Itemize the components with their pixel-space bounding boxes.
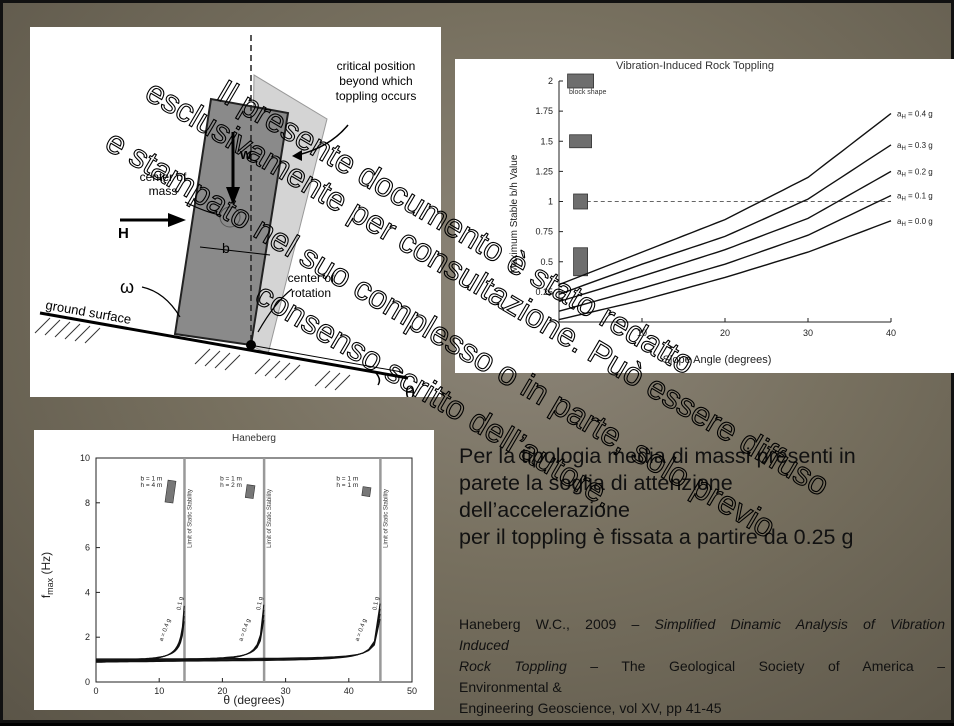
chart2-title: Haneberg [232,433,276,444]
reference-line-3: Rock Toppling – The Geological Society o… [459,658,945,674]
center-of-rotation-label-1: center of [288,271,335,285]
chart1-y-tick-label: 1.25 [535,166,553,176]
chart2-curve [96,618,381,660]
omega-label: ω [120,277,134,297]
chart2-curve [96,613,381,661]
b-label: b [222,240,230,256]
chart1-series-label: aH = 0.1 g [897,191,933,202]
chart1-series-label: aH = 0.2 g [897,167,933,178]
chart2-x-tick-label: 50 [407,686,417,696]
chart1-series-line [558,170,892,303]
chart2-curve [96,603,381,662]
chart2-y-tick-label: 2 [85,632,90,642]
chart2-xlabel: θ (degrees) [223,693,284,707]
chart1-y-tick-label: 2 [548,76,553,86]
chart1-x-tick-label: 10 [637,328,647,338]
w-label: w [239,146,252,163]
chart1-y-tick-label: 0.75 [535,227,553,237]
chart2-curve-label-bottom: 0.1 g [177,596,185,610]
haneberg-chart: Haneberg fmax (Hz) θ (degrees) 0 2 4 6 8 10 0 1… [34,430,434,710]
center-of-mass-label-2: mass [149,184,178,198]
chart1-series-label: aH = 0.4 g [897,110,933,121]
chart1-y-tick-label: 0.25 [535,287,553,297]
toppling-bh-chart: Vibration-Induced Rock Toppling block sh… [455,59,954,373]
body-line: dell’accelerazione [459,498,630,522]
chart2-limit-label: Limit of Static Stability [383,489,389,548]
chart2-curve-label-bottom: 0.1 g [256,596,264,610]
body-text: Per la tipologia media di massi presenti… [459,443,939,551]
chart1-x-tick-label: 20 [720,328,730,338]
chart2-x-tick-label: 20 [217,686,227,696]
chart1-block-shape [573,247,588,277]
reference: Haneberg W.C., 2009 – Simplified Dinamic… [459,614,945,719]
chart2-y-tick-label: 6 [85,543,90,553]
h-force-label: H [118,225,129,242]
reference-line-5: Engineering Geoscience, vol XV, pp 41-45 [459,700,722,716]
chart1-series-line [558,194,892,312]
chart1-y-tick-label: 1.5 [540,136,553,146]
center-of-mass-label-1: center of [140,170,187,184]
chart2-x-tick-label: 40 [344,686,354,696]
chart2-ylabel: fmax (Hz) [39,552,55,598]
chart1-ylabel: Maximum Stable b/h Value [509,154,520,273]
chart2-group-b-label: b = 1 m [336,475,358,482]
chart2-x-tick-label: 0 [93,686,98,696]
toppling-diagram: critical position beyond which toppling … [30,27,441,397]
chart2-x-tick-label: 30 [281,686,291,696]
reference-line-2: Induced [459,637,509,653]
chart2-x-tick-label: 10 [154,686,164,696]
chart2-curve [96,609,265,662]
chart2-group-b-label: b = 1 m [140,475,162,482]
body-line: parete la soglia di attenzione [459,471,733,495]
chart2-curve-label-top: a = 0.4 g [159,618,173,642]
body-line: Per la tipologia media di massi presenti… [459,444,856,468]
chart2-curve [96,621,185,661]
chart2-curve-label-top: a = 0.4 g [238,618,252,642]
body-line: per il toppling è fissata a partire da 0… [459,525,854,549]
critical-label-1: critical position [337,59,416,73]
critical-label-2: beyond which [339,74,412,88]
chart1-series-line [558,144,892,295]
chart2-curve [96,604,265,663]
chart1-series-label: aH = 0.3 g [897,141,933,152]
chart1-y-tick-label: 1 [548,197,553,207]
reference-line-4: Environmental & [459,679,562,695]
chart2-curve-label-bottom: 0.1 g [372,596,380,610]
chart2-block-shape [361,486,372,497]
chart2-group-h-label: h = 4 m [140,482,162,489]
chart2-y-tick-label: 10 [80,453,90,463]
chart2-block-shape [244,484,256,499]
chart1-xlabel: Slope Angle (degrees) [663,354,772,366]
chart2-curve [96,608,381,662]
chart1-y-tick-label: 1.75 [535,106,553,116]
chart1-block-shape [569,134,592,149]
chart1-block-shape-label: block shape [569,89,606,96]
chart1-y-tick-label: 0.5 [540,257,553,267]
critical-label-3: toppling occurs [336,89,417,103]
chart2-y-tick-label: 4 [85,587,90,597]
chart2-y-tick-label: 0 [85,677,90,687]
chart1-title: Vibration-Induced Rock Toppling [616,60,774,72]
chart2-group-h-label: h = 1 m [336,482,358,489]
chart2-curve-label-top: a = 0.4 g [355,618,369,642]
chart1-x-tick-label: 30 [803,328,813,338]
chart1-x-tick-label: 40 [886,328,896,338]
theta-label: θ [405,383,415,397]
chart2-group-h-label: h = 2 m [220,482,242,489]
chart2-group-b-label: b = 1 m [220,475,242,482]
chart2-limit-label: Limit of Static Stability [187,489,193,548]
chart1-block-shape [567,73,594,89]
chart2-frame [95,457,413,683]
chart2-block-shape [164,479,177,504]
chart1-series-line [558,220,892,321]
chart1-series-label: aH = 0.0 g [897,217,933,228]
chart2-y-tick-label: 8 [85,498,90,508]
reference-line-1: Haneberg W.C., 2009 – Simplified Dinamic… [459,616,945,632]
chart1-series-line [558,112,892,286]
chart2-limit-label: Limit of Static Stability [267,489,273,548]
chart1-block-shape [573,193,588,210]
center-of-rotation-label-2: rotation [291,286,331,300]
